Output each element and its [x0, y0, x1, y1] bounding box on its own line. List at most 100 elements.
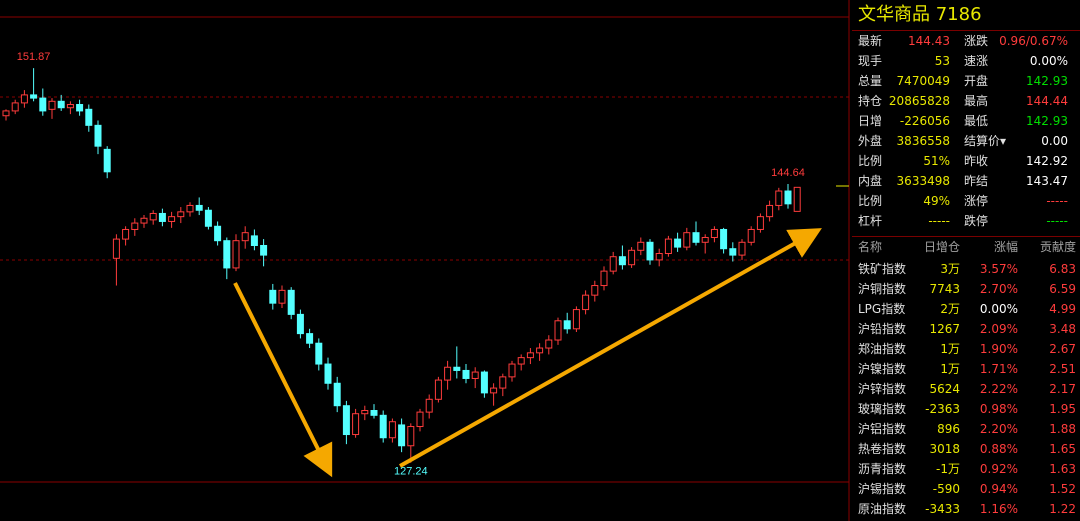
candle-body [692, 232, 700, 243]
quote-label: 比例 [858, 154, 883, 168]
candle-body [177, 211, 185, 218]
trend-arrow [233, 282, 333, 478]
price-label: 144.64 [771, 167, 805, 179]
candle-body [370, 410, 378, 416]
rank-cell: 2.09% [979, 322, 1018, 336]
candle-body [600, 270, 608, 287]
price-label: 127.24 [394, 466, 428, 478]
rank-row: 沪锡指数 -590 0.94% 1.52 [852, 479, 1080, 499]
rank-header: 名称 日增仓 涨幅 贡献度 [852, 237, 1080, 259]
candle-body [554, 320, 562, 341]
candle-body [756, 216, 764, 230]
candle-body [306, 333, 314, 344]
rank-cell: LPG指数 [858, 302, 906, 316]
rank-cell: 1.88 [1049, 422, 1076, 436]
rank-cell: 3018 [929, 442, 960, 456]
candle-body [775, 190, 783, 206]
candle-body [526, 352, 534, 359]
rank-cell: 1.16% [979, 502, 1018, 516]
candle-body [30, 94, 38, 99]
quote-label: 现手 [858, 54, 883, 68]
quote-label: 外盘 [858, 134, 883, 148]
candle-body [2, 110, 10, 117]
candle-body [66, 104, 74, 109]
rank-cell: -2363 [925, 402, 960, 416]
candle-body [572, 309, 580, 330]
quote-row: 最新 144.43 涨跌 0.96/0.67% [852, 31, 1080, 51]
rank-cell: 沪铝指数 [858, 422, 907, 436]
rank-cell: 0.92% [979, 462, 1018, 476]
candle-body [85, 108, 93, 126]
candle-body [260, 244, 268, 256]
rank-cell: 2.70% [979, 282, 1018, 296]
candle-body [793, 186, 801, 212]
panel-title: 文华商品 7186 [852, 0, 1080, 31]
quote-row: 比例 51% 昨收 142.92 [852, 151, 1080, 171]
candle-body [444, 366, 452, 381]
candle-body [333, 382, 341, 407]
candle-body [471, 371, 479, 379]
candle-body [315, 342, 323, 365]
quote-label: 涨停 [964, 194, 989, 208]
quote-value: 0.00 [1041, 134, 1068, 148]
rank-cell: 玻璃指数 [858, 402, 907, 416]
candle-body [296, 313, 304, 335]
candle-body [683, 232, 691, 248]
quote-label: 总量 [858, 74, 883, 88]
rank-row: 沪铅指数 1267 2.09% 3.48 [852, 319, 1080, 339]
candle-body [398, 424, 406, 447]
candle-body [250, 235, 258, 246]
candle-body [269, 289, 277, 304]
rank-cell: 沥青指数 [858, 462, 907, 476]
quote-label: 杠杆 [858, 214, 883, 228]
candle-body [76, 104, 84, 112]
candle-body [655, 253, 663, 261]
candle-body [508, 363, 516, 378]
candle-body [738, 241, 746, 256]
rank-cell: 1267 [929, 322, 960, 336]
rank-cell: 1.52 [1049, 482, 1076, 496]
candle-body [784, 190, 792, 205]
candle-body [618, 256, 626, 266]
candle-body [729, 248, 737, 256]
quote-row: 内盘 3633498 昨结 143.47 [852, 171, 1080, 191]
candle-body [287, 289, 295, 315]
quote-label: 最低 [964, 114, 989, 128]
rank-cell: 0.94% [979, 482, 1018, 496]
rank-cell: 2.51 [1049, 362, 1076, 376]
quote-value: ----- [1046, 214, 1068, 228]
quote-row: 比例 49% 涨停 ----- [852, 191, 1080, 211]
quote-label: 昨结 [964, 174, 989, 188]
quote-label: 速涨 [964, 54, 989, 68]
candle-body [94, 124, 102, 147]
candle-body [674, 238, 682, 248]
rank-cell: 铁矿指数 [858, 262, 907, 276]
rank-row: 沪锌指数 5624 2.22% 2.17 [852, 379, 1080, 399]
rank-cell: 原油指数 [858, 502, 907, 516]
quote-value: 142.93 [1026, 74, 1068, 88]
candle-body [582, 294, 590, 311]
rank-cell: 1.71% [979, 362, 1018, 376]
candle-body [103, 148, 111, 173]
rank-cell: 沪锡指数 [858, 482, 907, 496]
quote-row: 杠杆 ----- 跌停 ----- [852, 211, 1080, 231]
rank-cell: -3433 [925, 502, 960, 516]
rank-cell: 3.48 [1049, 322, 1076, 336]
candle-body [140, 217, 148, 224]
rank-cell: 沪锌指数 [858, 382, 907, 396]
candle-body [407, 426, 415, 447]
rank-cell: 1.63 [1049, 462, 1076, 476]
candle-body [490, 387, 498, 394]
candles [2, 68, 801, 463]
quote-value: 0.00% [1029, 54, 1068, 68]
quote-label: 昨收 [964, 154, 989, 168]
rank-cell: 7743 [929, 282, 960, 296]
quote-value: 144.43 [908, 34, 950, 48]
candle-body [545, 339, 553, 349]
chart: 151.87 144.64 127.24 [0, 0, 850, 521]
quote-label: 跌停 [964, 214, 989, 228]
quote-label: 结算价▾ [964, 134, 1007, 148]
candle-body [48, 100, 56, 110]
candle-body [701, 236, 709, 243]
quote-value: 142.92 [1026, 154, 1068, 168]
